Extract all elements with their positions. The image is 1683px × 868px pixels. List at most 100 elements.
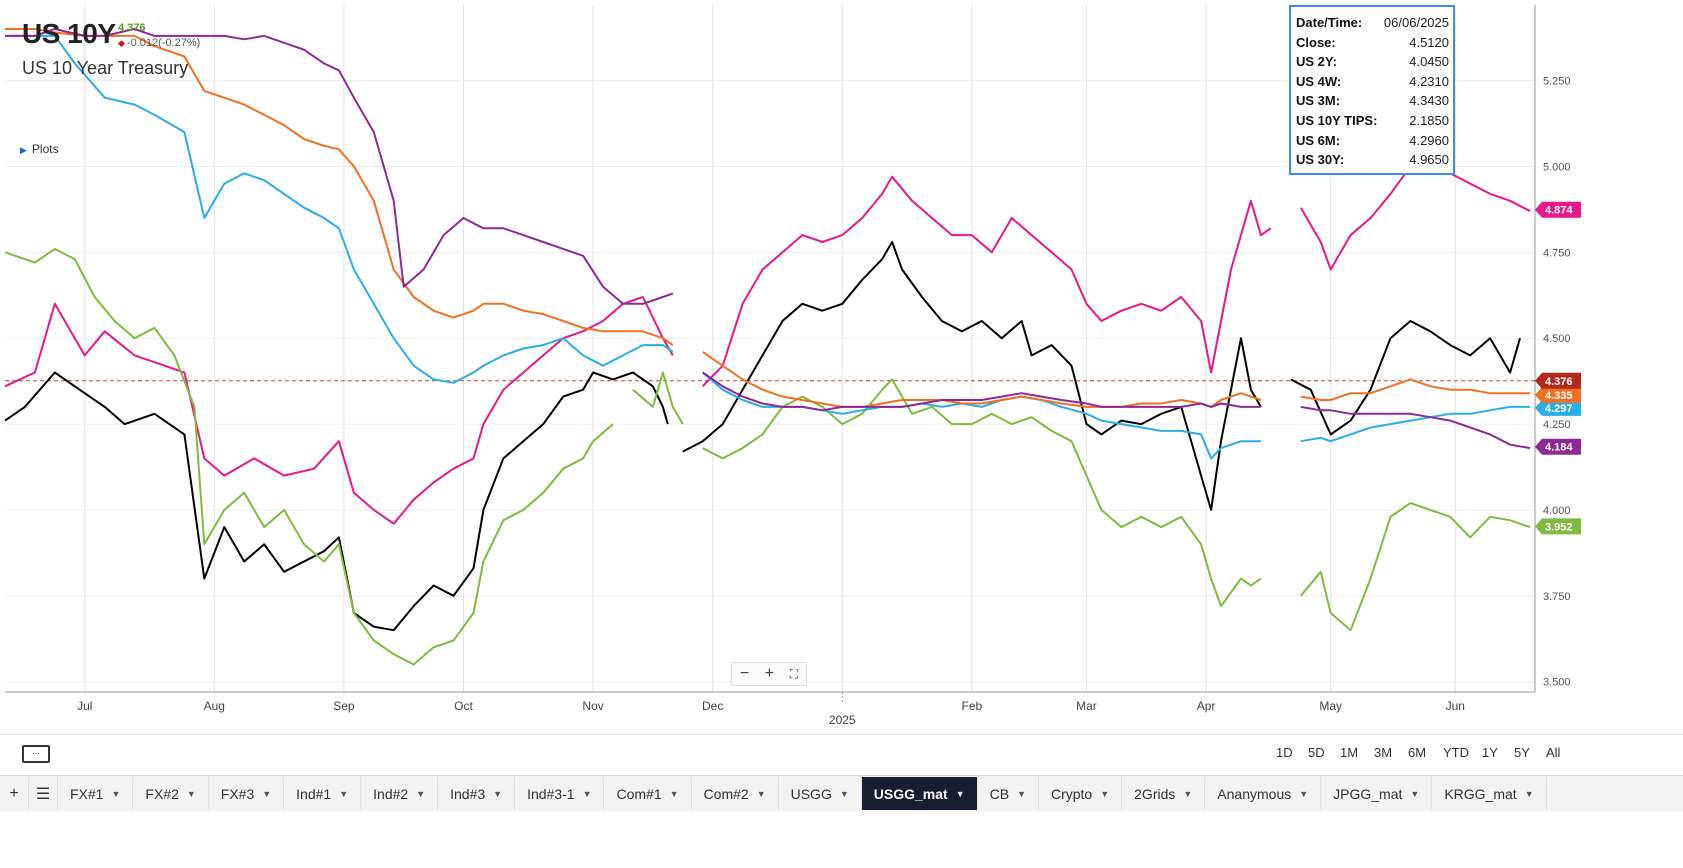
info-label: US 3M: xyxy=(1296,93,1341,109)
tab-ind-1[interactable]: Ind#1 ▼ xyxy=(284,777,362,810)
tab-2grids[interactable]: 2Grids ▼ xyxy=(1122,777,1206,810)
change-value: -0.012(-0.27%) xyxy=(126,37,201,49)
play-triangle-icon: ▶ xyxy=(20,145,27,155)
series-line xyxy=(702,351,1262,408)
info-row: US 30Y: 4.9650 xyxy=(1296,150,1449,170)
tab-ananymous[interactable]: Ananymous ▼ xyxy=(1205,777,1322,810)
chevron-down-icon: ▼ xyxy=(1410,788,1420,799)
timeframe-all[interactable]: All xyxy=(1546,745,1561,760)
info-row: Close: 4.5120 xyxy=(1296,33,1449,53)
tab-label: USGG xyxy=(790,785,832,802)
timeframe-5d[interactable]: 5D xyxy=(1308,745,1325,760)
tab-ind-3-1[interactable]: Ind#3-1 ▼ xyxy=(515,777,605,810)
series-line xyxy=(701,175,1272,387)
value-tag xyxy=(1535,201,1581,218)
info-label: Date/Time: xyxy=(1296,15,1363,30)
tab-label: 2Grids xyxy=(1134,785,1176,802)
x-tick-label: Nov xyxy=(582,699,603,713)
x-tick-label: Apr xyxy=(1197,699,1216,713)
info-row: US 2Y: 4.0450 xyxy=(1296,52,1449,72)
tab-label: Ind#3 xyxy=(450,785,486,802)
info-value: 4.3430 xyxy=(1409,93,1449,109)
value-tag-label: 3.952 xyxy=(1545,521,1573,533)
tab-fx-1[interactable]: FX#1 ▼ xyxy=(58,777,134,810)
add-tab-button[interactable]: + xyxy=(0,777,29,810)
info-row: Date/Time: 06/06/2025 xyxy=(1296,13,1449,33)
chevron-down-icon: ▼ xyxy=(1183,788,1193,799)
info-value: 4.5120 xyxy=(1409,34,1449,50)
tab-cb[interactable]: CB ▼ xyxy=(978,777,1039,810)
chevron-down-icon: ▼ xyxy=(111,788,121,799)
value-tag xyxy=(1535,518,1581,535)
info-label: US 30Y: xyxy=(1296,152,1345,168)
timeframe-5y[interactable]: 5Y xyxy=(1514,745,1530,760)
list-icon[interactable]: ☰ xyxy=(29,777,58,810)
plots-toggle[interactable]: ▶ Plots xyxy=(20,142,59,156)
info-value: 4.2310 xyxy=(1409,73,1449,89)
series-line xyxy=(1290,320,1521,436)
tab-crypto[interactable]: Crypto ▼ xyxy=(1039,777,1123,810)
x-tick-label: Jul xyxy=(77,699,92,713)
info-value: 06/06/2025 xyxy=(1383,15,1449,30)
timeframe-6m[interactable]: 6M xyxy=(1408,745,1427,760)
tab-ind-3[interactable]: Ind#3 ▼ xyxy=(438,777,516,810)
y-tick-label: 3.500 xyxy=(1543,677,1571,689)
timeframe-1m[interactable]: 1M xyxy=(1340,745,1359,760)
value-tag xyxy=(1535,386,1581,403)
tab-fx-2[interactable]: FX#2 ▼ xyxy=(133,777,209,810)
timeframe-1d[interactable]: 1D xyxy=(1276,745,1293,760)
timeframe-ytd[interactable]: YTD xyxy=(1443,745,1469,760)
series-line xyxy=(5,34,674,384)
value-tag xyxy=(1535,438,1581,455)
tab-usgg[interactable]: USGG ▼ xyxy=(779,777,862,810)
tab-krgg-mat[interactable]: KRGG_mat ▼ xyxy=(1432,777,1547,810)
y-tick-label: 4.750 xyxy=(1543,247,1571,259)
tab-label: FX#2 xyxy=(145,785,179,802)
y-tick-label: 5.250 xyxy=(1543,76,1571,88)
value-tag xyxy=(1535,399,1581,416)
series-line xyxy=(702,378,1262,608)
chevron-down-icon: ▼ xyxy=(756,788,766,799)
last-price: 4.376 xyxy=(118,22,146,34)
tab-usgg-mat[interactable]: USGG_mat ▼ xyxy=(861,777,978,810)
series-line xyxy=(702,371,1261,412)
chart-svg[interactable]: Jul Aug Sep Oct Nov Dec 2025 Feb Mar Apr May Jun 5.2… xyxy=(0,0,1683,734)
chevron-down-icon: ▼ xyxy=(1524,788,1534,799)
tab-ind-2[interactable]: Ind#2 ▼ xyxy=(361,777,439,810)
x-tick-label: Aug xyxy=(204,699,225,713)
symbol-title: US 10Y xyxy=(22,18,116,49)
tab-label: Ind#3-1 xyxy=(527,785,575,802)
fit-screen-icon[interactable]: ⛶ xyxy=(789,666,799,681)
chevron-down-icon: ▼ xyxy=(339,788,349,799)
keyboard-icon[interactable]: ⋯ xyxy=(22,745,50,763)
chevron-down-icon: ▼ xyxy=(262,788,272,799)
y-tick-label: 4.250 xyxy=(1543,419,1571,431)
tab-com-1[interactable]: Com#1 ▼ xyxy=(604,777,692,810)
timeframe-3m[interactable]: 3M xyxy=(1374,745,1393,760)
info-label: US 2Y: xyxy=(1296,54,1337,70)
info-label: Close: xyxy=(1296,34,1336,50)
timeframe-1y[interactable]: 1Y xyxy=(1482,745,1498,760)
series-line xyxy=(4,247,614,666)
tab-jpgg-mat[interactable]: JPGG_mat ▼ xyxy=(1321,777,1433,810)
zoom-in-button[interactable]: + xyxy=(764,665,775,682)
tab-label: JPGG_mat xyxy=(1333,785,1403,802)
bottom-strip xyxy=(0,811,1683,868)
zoom-out-button[interactable]: − xyxy=(739,665,750,682)
series-line xyxy=(5,28,674,346)
series-line xyxy=(632,371,684,425)
instrument-subtitle: US 10 Year Treasury xyxy=(22,58,189,78)
info-value: 2.1850 xyxy=(1409,112,1449,128)
tab-label: Ind#2 xyxy=(373,785,409,802)
tab-label: CB xyxy=(989,785,1010,802)
down-triangle-icon: ◆ xyxy=(118,38,125,48)
chart-area[interactable]: Jul Aug Sep Oct Nov Dec 2025 Feb Mar Apr May Jun 5.2… xyxy=(0,0,1683,790)
info-label: US 10Y TIPS: xyxy=(1296,112,1378,128)
y-tick-label: 3.750 xyxy=(1543,591,1571,603)
info-row: US 6M: 4.2960 xyxy=(1296,131,1449,151)
tab-com-2[interactable]: Com#2 ▼ xyxy=(692,777,779,810)
chevron-down-icon: ▼ xyxy=(186,788,196,799)
year-label: 2025 xyxy=(829,713,856,727)
tab-label: KRGG_mat xyxy=(1444,785,1517,802)
tab-fx-3[interactable]: FX#3 ▼ xyxy=(209,777,285,810)
